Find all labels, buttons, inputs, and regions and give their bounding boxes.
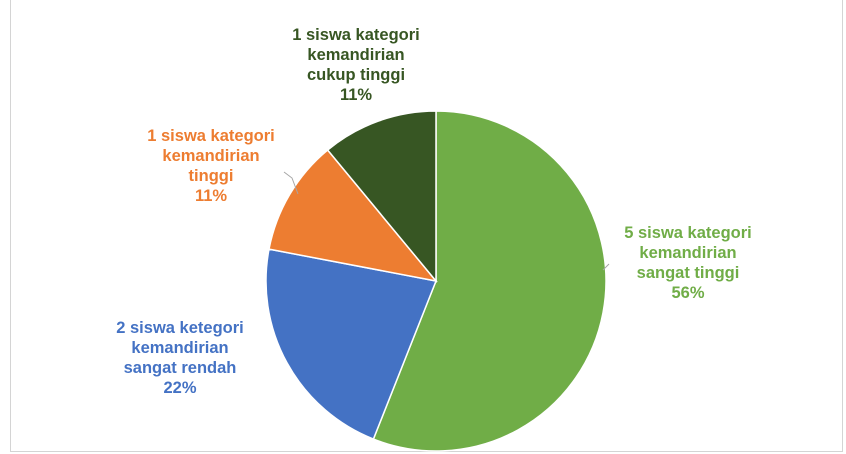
- label-line: cukup tinggi: [307, 66, 405, 84]
- label-line: tinggi: [189, 167, 234, 185]
- data-labels: 5 siswa kategori kemandirian sangat tinggi…: [116, 26, 751, 397]
- label-line: 5 siswa kategori: [624, 224, 751, 242]
- label-line: 56%: [671, 284, 704, 302]
- slice-cukup-tinggi: [326, 110, 437, 284]
- label-line: 11%: [340, 86, 372, 104]
- label-tinggi: 1 siswa kategori kemandirian tinggi 11%: [147, 127, 274, 205]
- label-line: kemandirian: [307, 46, 404, 64]
- label-line: sangat rendah: [124, 359, 237, 377]
- label-line: 11%: [195, 187, 227, 205]
- label-sangat-rendah: 2 siswa ketegori kemandirian sangat rendah…: [116, 319, 243, 397]
- label-line: 2 siswa ketegori: [116, 319, 243, 337]
- slice-sangat-rendah: [265, 248, 438, 441]
- label-line: kemandirian: [131, 339, 228, 357]
- slice-sangat-tinggi: [372, 110, 607, 452]
- label-cukup-tinggi: 1 siswa kategori kemandirian cukup tinggi 1…: [292, 26, 419, 104]
- label-line: 1 siswa kategori: [292, 26, 419, 44]
- leader-line-sangat-tinggi: [602, 263, 610, 271]
- label-line: 22%: [163, 379, 196, 397]
- label-sangat-tinggi: 5 siswa kategori kemandirian sangat tinggi…: [624, 224, 751, 302]
- label-line: kemandirian: [639, 244, 736, 262]
- label-line: 1 siswa kategori: [147, 127, 274, 145]
- leader-line-tinggi: [283, 171, 299, 195]
- label-line: kemandirian: [162, 147, 259, 165]
- label-line: sangat tinggi: [637, 264, 740, 282]
- leader-lines: [283, 171, 610, 271]
- pie-slices: [265, 110, 607, 452]
- slice-tinggi: [268, 148, 438, 283]
